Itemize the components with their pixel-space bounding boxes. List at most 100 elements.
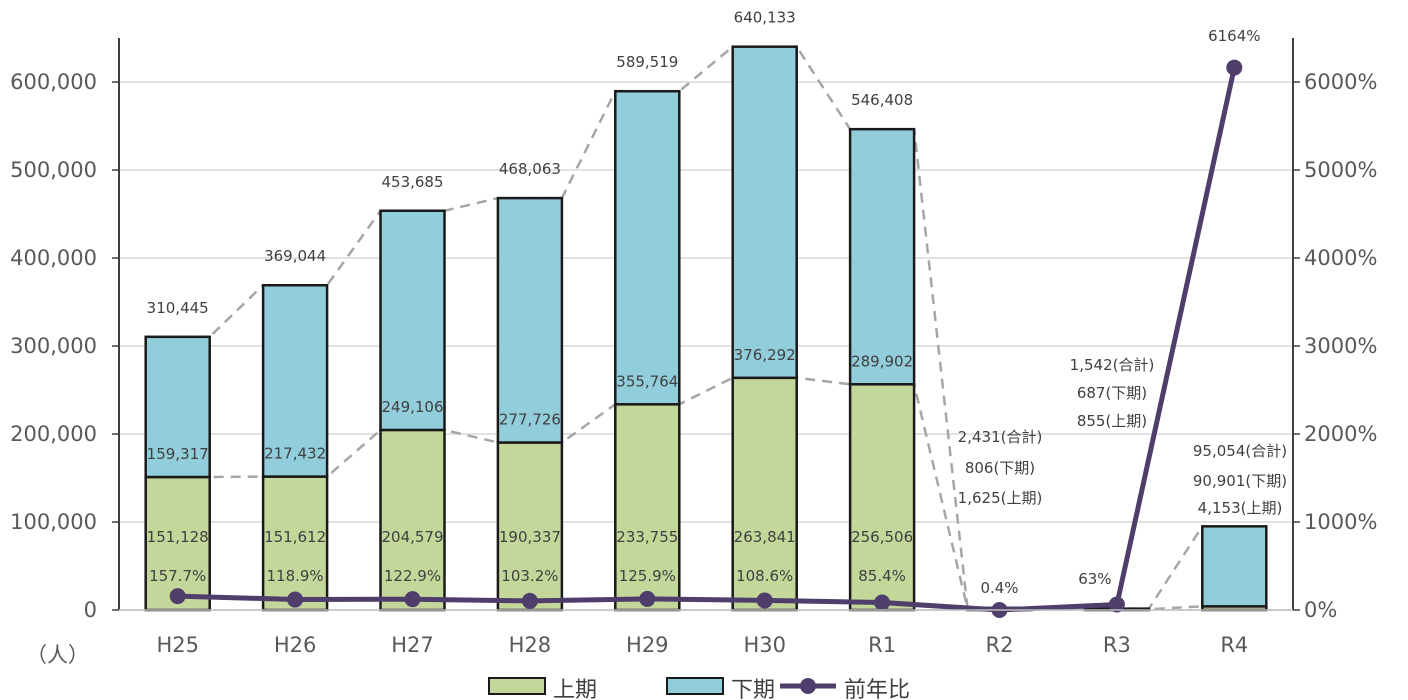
trend-dash-lines <box>145 45 1267 611</box>
legend-swatch-second-half <box>666 677 724 695</box>
total-label: 1,542(合計) <box>1070 356 1155 374</box>
x-category-label: H28 <box>509 633 552 657</box>
total-label: 369,044 <box>264 247 326 265</box>
first-half-label: 263,841 <box>734 528 796 546</box>
second-half-label: 90,901(下期) <box>1193 472 1287 490</box>
right-tick-label: 2000% <box>1304 422 1377 446</box>
first-half-label: 855(上期) <box>1077 412 1147 430</box>
first-half-label: 151,128 <box>147 528 209 546</box>
legend-label: 下期 <box>731 678 775 700</box>
first-half-label: 4,153(上期) <box>1198 499 1283 517</box>
bar-first-half <box>496 441 564 612</box>
ratio-label: 125.9% <box>619 567 676 585</box>
ratio-point <box>169 588 186 605</box>
total-label: 468,063 <box>499 160 561 178</box>
bar-second-half <box>496 196 564 444</box>
left-tick-label: 0 <box>84 598 97 622</box>
second-half-label: 806(下期) <box>965 459 1035 477</box>
right-tick-label: 0% <box>1304 598 1337 622</box>
ratio-label: 63% <box>1078 570 1111 588</box>
ratio-point <box>639 590 656 607</box>
ratio-point <box>1108 596 1125 613</box>
second-half-label: 217,432 <box>264 445 326 463</box>
second-half-label: 355,764 <box>616 372 678 390</box>
first-half-label: 190,337 <box>499 528 561 546</box>
second-half-label: 687(下期) <box>1077 384 1147 402</box>
first-half-label: 1,625(上期) <box>958 489 1043 507</box>
second-half-label: 289,902 <box>851 352 913 370</box>
ratio-label: 157.7% <box>149 567 206 585</box>
ratio-label: 108.6% <box>736 567 793 585</box>
total-label: 310,445 <box>147 299 209 317</box>
left-tick-label: 300,000 <box>10 334 97 358</box>
ratio-label: 103.2% <box>501 567 558 585</box>
left-tick-label: 100,000 <box>10 510 97 534</box>
ratio-series-line <box>177 67 1237 613</box>
x-category-label: H30 <box>743 633 786 657</box>
bar-second-half <box>731 45 798 380</box>
right-tick-label: 6000% <box>1304 70 1377 94</box>
ratio-point <box>1226 59 1243 76</box>
ratio-point <box>756 592 773 609</box>
ratio-point <box>874 594 891 611</box>
legend-label: 前年比 <box>844 678 910 700</box>
left-tick-label: 600,000 <box>10 70 97 94</box>
bar-second-half <box>261 283 329 478</box>
bar-first-half <box>144 475 211 612</box>
legend-marker-ratio <box>800 678 816 694</box>
bar-second-half <box>1201 525 1268 608</box>
x-axis-categories: H25 H26 H27 H28 H29 H30 R1 R2 R3 R4 <box>156 633 1248 657</box>
legend-label: 上期 <box>553 678 597 700</box>
total-label: 546,408 <box>851 91 913 109</box>
bar-second-half <box>144 335 211 479</box>
legend-swatch-first-half <box>488 677 546 695</box>
ratio-line <box>169 59 1243 618</box>
data-labels: 310,445 159,317 151,128 157.7% 369,044 217,43… <box>147 9 1287 597</box>
left-tick-label: 400,000 <box>10 246 97 270</box>
legend: 上期 下期 前年比 <box>488 677 910 700</box>
bar-second-half <box>848 127 916 386</box>
right-axis-ticks: 0% 1000% 2000% 3000% 4000% 5000% 6000% <box>1293 70 1377 622</box>
second-half-label: 277,726 <box>499 411 561 429</box>
first-half-label: 233,755 <box>616 528 678 546</box>
second-half-label: 376,292 <box>734 346 796 364</box>
left-tick-label: 500,000 <box>10 158 97 182</box>
second-half-label: 159,317 <box>147 445 209 463</box>
second-half-label: 249,106 <box>381 398 443 416</box>
first-half-label: 256,506 <box>851 528 913 546</box>
total-label: 640,133 <box>734 9 796 27</box>
x-category-label: H27 <box>391 633 434 657</box>
x-category-label: H25 <box>156 633 199 657</box>
bar-second-half <box>379 209 446 432</box>
x-category-label: R3 <box>1103 633 1131 657</box>
left-tick-label: 200,000 <box>10 422 97 446</box>
total-label: 95,054(合計) <box>1193 442 1287 460</box>
x-category-label: H29 <box>626 633 669 657</box>
ratio-point <box>287 591 304 608</box>
x-category-label: R4 <box>1220 633 1248 657</box>
right-tick-label: 5000% <box>1304 158 1377 182</box>
ratio-label: 6164% <box>1208 27 1260 45</box>
first-half-series-line <box>145 376 1267 611</box>
right-tick-label: 4000% <box>1304 246 1377 270</box>
right-tick-label: 1000% <box>1304 510 1377 534</box>
stacked-bars <box>144 45 1268 612</box>
x-category-label: R1 <box>868 633 896 657</box>
y-axis-unit-label: （人） <box>26 643 89 667</box>
ratio-label: 0.4% <box>980 579 1018 597</box>
axes <box>118 38 1294 611</box>
bar-first-half <box>379 428 446 612</box>
ratio-label: 85.4% <box>858 567 906 585</box>
first-half-label: 204,579 <box>381 528 443 546</box>
total-label: 453,685 <box>381 173 443 191</box>
total-label: 2,431(合計) <box>958 428 1043 446</box>
ratio-label: 118.9% <box>266 567 323 585</box>
x-category-label: H26 <box>274 633 317 657</box>
first-half-label: 151,612 <box>264 528 326 546</box>
right-tick-label: 3000% <box>1304 334 1377 358</box>
total-label: 589,519 <box>616 53 678 71</box>
ratio-point <box>404 591 421 608</box>
bar-second-half <box>614 89 681 406</box>
ratio-point <box>521 592 538 609</box>
